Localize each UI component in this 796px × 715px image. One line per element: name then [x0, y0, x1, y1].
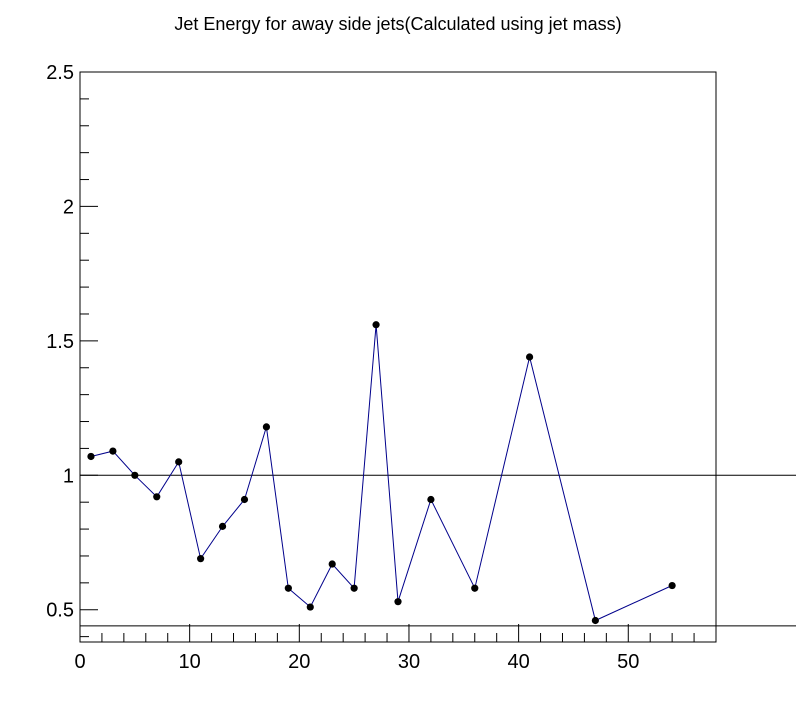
- data-point: [153, 493, 161, 501]
- x-tick-label: 0: [74, 651, 85, 673]
- x-tick-label: 20: [288, 651, 310, 673]
- x-tick-label: 10: [179, 651, 201, 673]
- data-point: [197, 555, 205, 563]
- x-tick-label: 50: [617, 651, 639, 673]
- plot-frame: [79, 71, 717, 643]
- y-tick-label: 1.5: [46, 331, 74, 353]
- data-point: [306, 603, 314, 611]
- data-point: [87, 452, 95, 461]
- data-point: [350, 584, 358, 592]
- data-point: [175, 458, 183, 466]
- data-point: [218, 522, 227, 530]
- data-point: [262, 423, 271, 431]
- y-tick-label: 0.5: [46, 600, 74, 622]
- series-line-0: [90, 324, 673, 622]
- data-point: [591, 616, 599, 625]
- y-tick-label: 1: [63, 465, 74, 487]
- x-tick-label: 30: [398, 651, 420, 673]
- data-point: [471, 584, 479, 592]
- data-point: [109, 447, 117, 455]
- data-point: [131, 471, 139, 479]
- data-point: [668, 581, 676, 590]
- data-point: [427, 495, 435, 504]
- data-point: [284, 584, 292, 592]
- y-tick-label: 2: [63, 196, 74, 218]
- x-tick-label: 40: [507, 651, 529, 673]
- y-tick-label: 2.5: [46, 62, 74, 84]
- data-point: [328, 560, 336, 568]
- chart-title: Jet Energy for away side jets(Calculated…: [174, 14, 622, 34]
- data-point: [394, 598, 402, 606]
- data-point: [372, 321, 380, 329]
- data-point: [525, 353, 534, 361]
- data-point: [240, 495, 249, 504]
